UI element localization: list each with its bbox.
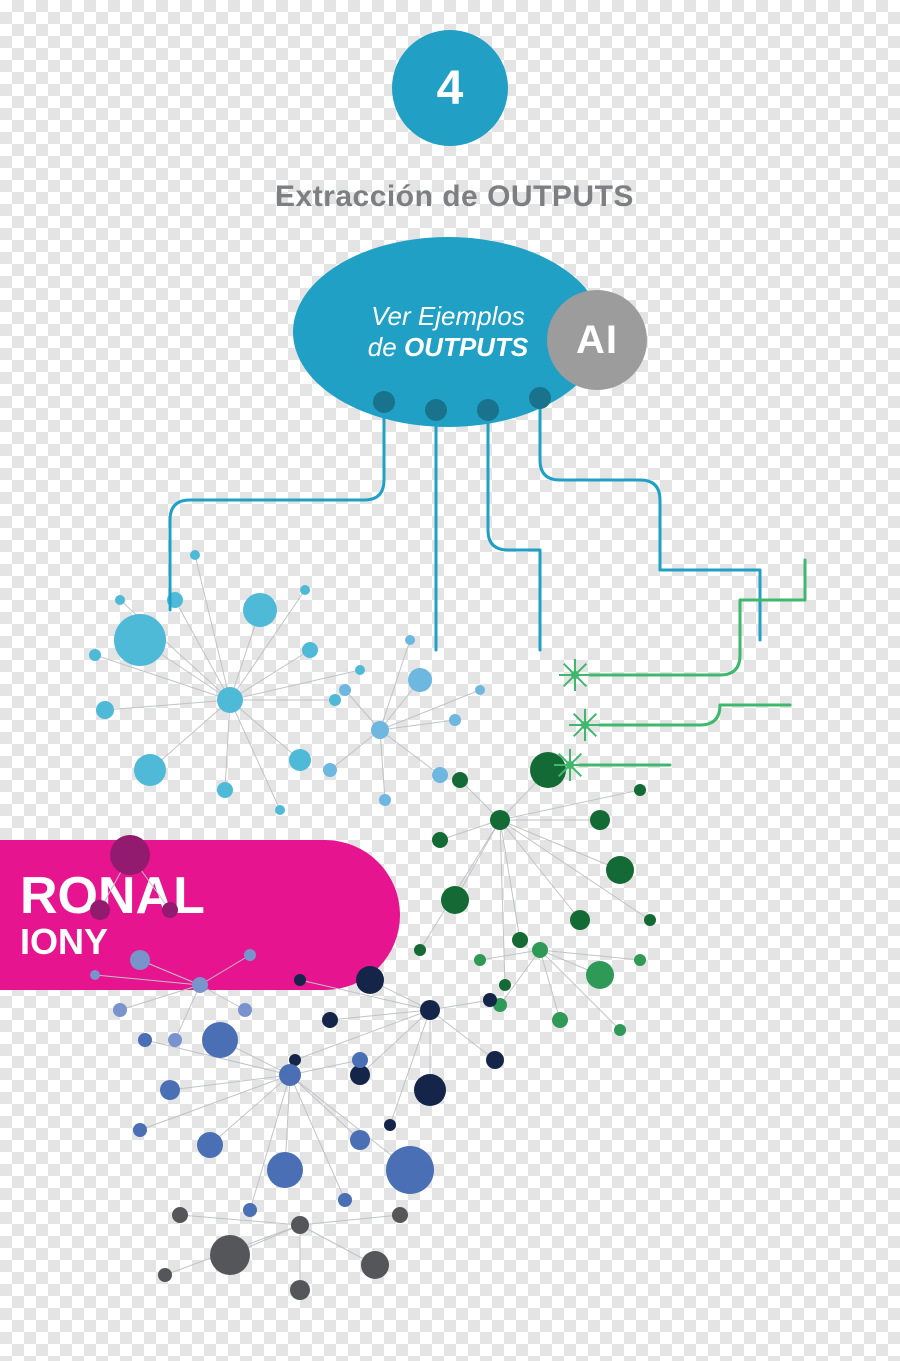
network-edges [95, 555, 650, 1290]
connector-ports [373, 387, 551, 421]
network-diagram [0, 0, 900, 1361]
green-circuits [554, 560, 805, 781]
